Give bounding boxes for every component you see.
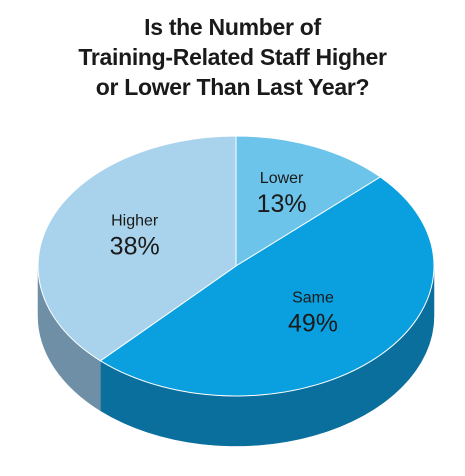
pie-tops — [37, 135, 435, 397]
slice-label-higher: Higher — [111, 213, 159, 230]
slice-value-lower: 13% — [257, 190, 307, 218]
chart-title-line-2: Training-Related Staff Higher — [78, 44, 387, 70]
slice-label-lower: Lower — [260, 170, 304, 187]
pie-slice-higher — [37, 135, 237, 362]
pie-labels: Lower 13% Same 49% Higher 38% — [110, 170, 338, 338]
chart-title-line-1: Is the Number of — [144, 14, 321, 40]
slice-label-same: Same — [292, 290, 334, 307]
chart-title: Is the Number of Training-Related Staff … — [0, 12, 465, 102]
pie-slice-lower — [235, 135, 382, 267]
chart-title-line-3: or Lower Than Last Year? — [95, 74, 370, 100]
slice-value-higher: 38% — [110, 233, 160, 261]
slice-value-same: 49% — [288, 310, 338, 338]
pie-slice-same — [99, 176, 435, 397]
